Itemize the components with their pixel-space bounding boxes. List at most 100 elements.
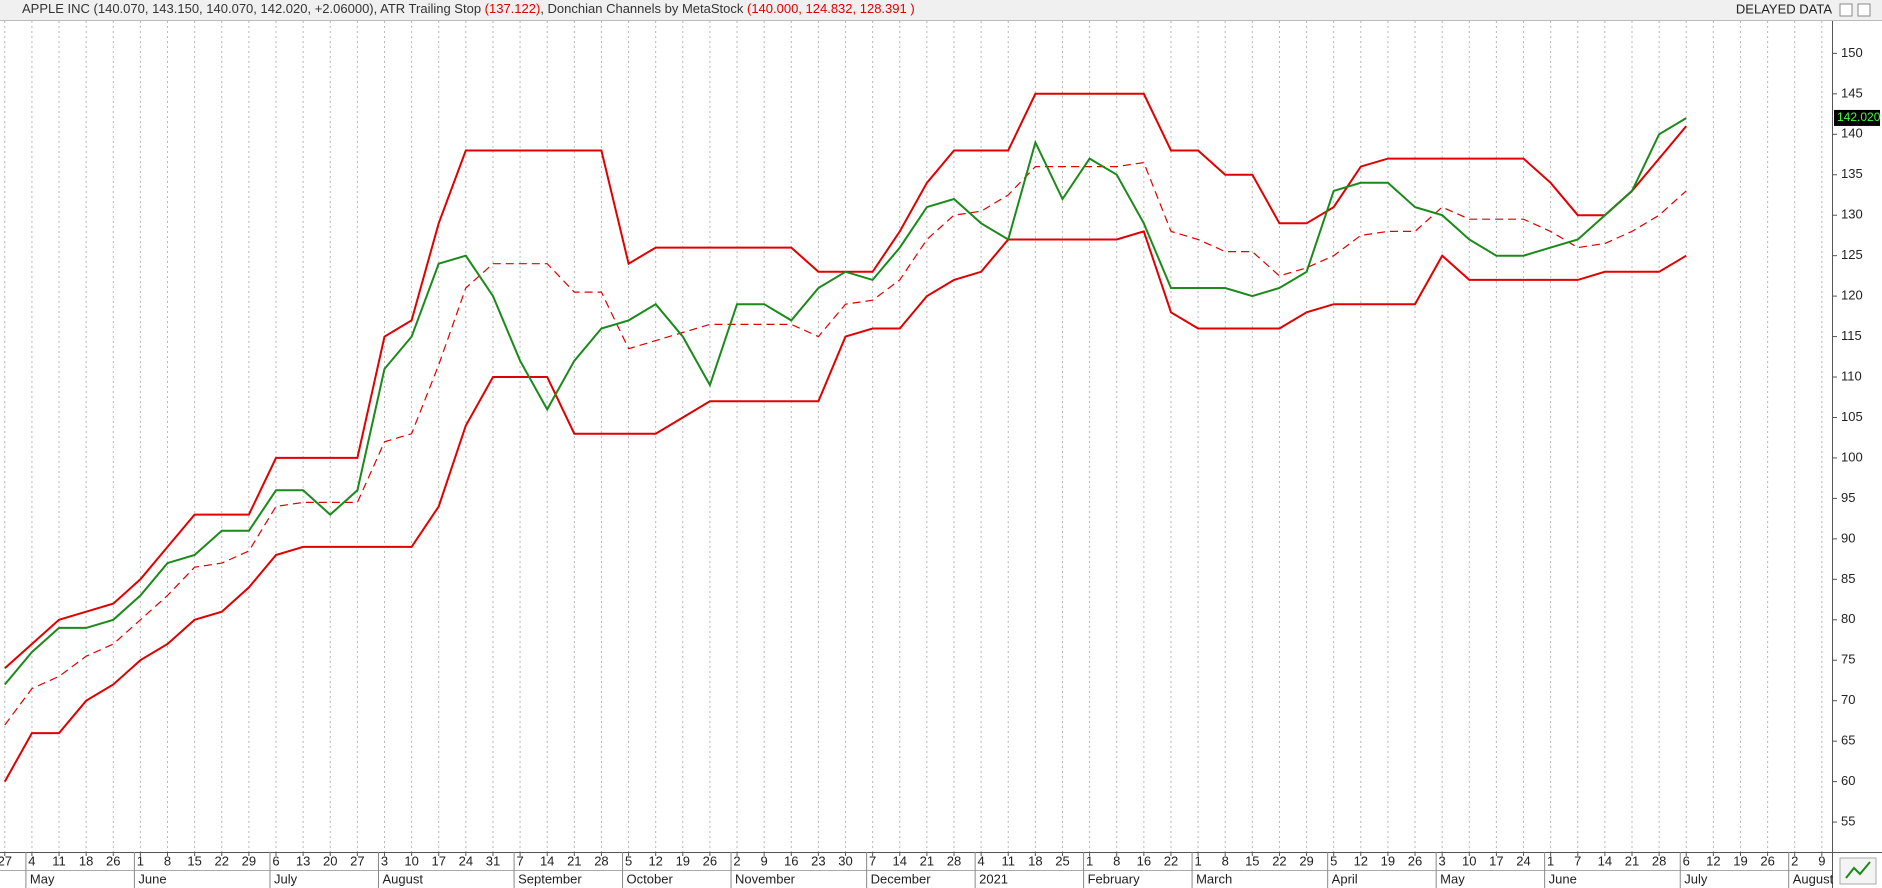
x-tick-label: 3 [1439,853,1446,868]
month-label: August [382,871,423,886]
x-tick-label: 17 [1489,853,1503,868]
y-tick-label: 85 [1841,571,1855,586]
x-tick-label: 21 [920,853,934,868]
restore-button[interactable] [1839,3,1853,17]
x-tick-label: 10 [404,853,418,868]
x-tick-label: 7 [1574,853,1581,868]
month-label: September [518,871,582,886]
x-tick-label: 27 [0,853,12,868]
x-tick-label: 5 [1330,853,1337,868]
x-tick-label: 9 [761,853,768,868]
y-tick-label: 100 [1841,449,1863,464]
y-tick-label: 120 [1841,288,1863,303]
month-label: July [1684,871,1708,886]
y-tick-label: 130 [1841,207,1863,222]
header-segment: APPLE INC (140.070, 143.150, 140.070, 14… [22,1,485,16]
x-tick-label: 16 [784,853,798,868]
y-tick-label: 70 [1841,692,1855,707]
x-tick-label: 23 [811,853,825,868]
series-line [4,117,1687,686]
y-tick-label: 75 [1841,652,1855,667]
x-tick-label: 1 [137,853,144,868]
x-tick-label: 2 [1791,853,1798,868]
x-tick-label: 26 [1760,853,1774,868]
x-tick-label: 19 [1381,853,1395,868]
x-tick-label: 24 [459,853,473,868]
x-tick-label: 8 [1222,853,1229,868]
x-tick-label: 7 [516,853,523,868]
x-tick-label: 26 [703,853,717,868]
month-label: May [30,871,55,886]
header-text: APPLE INC (140.070, 143.150, 140.070, 14… [22,1,915,16]
month-label: March [1196,871,1232,886]
x-tick-label: 9 [1818,853,1825,868]
month-label: July [274,871,298,886]
header-segment: , Donchian Channels by MetaStock [540,1,747,16]
x-tick-label: 5 [625,853,632,868]
month-label: February [1088,871,1141,886]
x-tick-label: 30 [838,853,852,868]
y-tick-label: 90 [1841,530,1855,545]
month-label: November [735,871,796,886]
last-price-label: 142.020 [1837,110,1881,124]
x-tick-label: 15 [1245,853,1259,868]
x-tick-label: 6 [272,853,279,868]
month-label: 2021 [979,871,1008,886]
x-tick-label: 11 [1001,853,1015,868]
close-button[interactable] [1857,3,1871,17]
x-tick-label: 12 [648,853,662,868]
y-tick-label: 140 [1841,126,1863,141]
x-tick-label: 1 [1086,853,1093,868]
x-tick-label: 8 [1113,853,1120,868]
x-tick-label: 14 [1598,853,1612,868]
header-segment: (137.122) [485,1,541,16]
x-tick-label: 26 [1408,853,1422,868]
x-tick-label: 4 [978,853,985,868]
x-tick-label: 14 [893,853,907,868]
x-tick-label: 3 [381,853,388,868]
x-tick-label: 13 [296,853,310,868]
x-tick-label: 28 [594,853,608,868]
x-tick-label: 4 [28,853,35,868]
month-label: August [1793,871,1834,886]
y-tick-label: 95 [1841,490,1855,505]
y-tick-label: 80 [1841,611,1855,626]
x-tick-label: 31 [486,853,500,868]
x-tick-label: 22 [215,853,229,868]
x-tick-label: 2 [733,853,740,868]
x-tick-label: 21 [1625,853,1639,868]
y-tick-label: 55 [1841,813,1855,828]
month-label: May [1440,871,1465,886]
x-tick-label: 8 [164,853,171,868]
month-label: October [627,871,674,886]
x-tick-label: 14 [540,853,554,868]
x-tick-label: 22 [1164,853,1178,868]
x-tick-label: 26 [106,853,120,868]
x-tick-label: 7 [869,853,876,868]
x-tick-label: 12 [1354,853,1368,868]
month-label: June [138,871,166,886]
x-tick-label: 21 [567,853,581,868]
x-tick-label: 16 [1137,853,1151,868]
x-tick-label: 25 [1055,853,1069,868]
y-tick-label: 145 [1841,85,1863,100]
x-tick-label: 6 [1683,853,1690,868]
month-label: April [1332,871,1358,886]
y-tick-label: 65 [1841,733,1855,748]
x-tick-label: 1 [1194,853,1201,868]
y-tick-label: 60 [1841,773,1855,788]
x-tick-label: 18 [1028,853,1042,868]
month-label: June [1549,871,1577,886]
x-tick-label: 28 [1652,853,1666,868]
y-tick-label: 135 [1841,166,1863,181]
x-tick-label: 29 [1299,853,1313,868]
header-segment: (140.000, 124.832, 128.391 ) [747,1,915,16]
y-tick-label: 110 [1841,368,1862,383]
x-tick-label: 27 [350,853,364,868]
x-tick-label: 22 [1272,853,1286,868]
series-line [4,161,1687,726]
y-tick-label: 150 [1841,45,1863,60]
x-tick-label: 20 [323,853,337,868]
month-label: December [871,871,932,886]
